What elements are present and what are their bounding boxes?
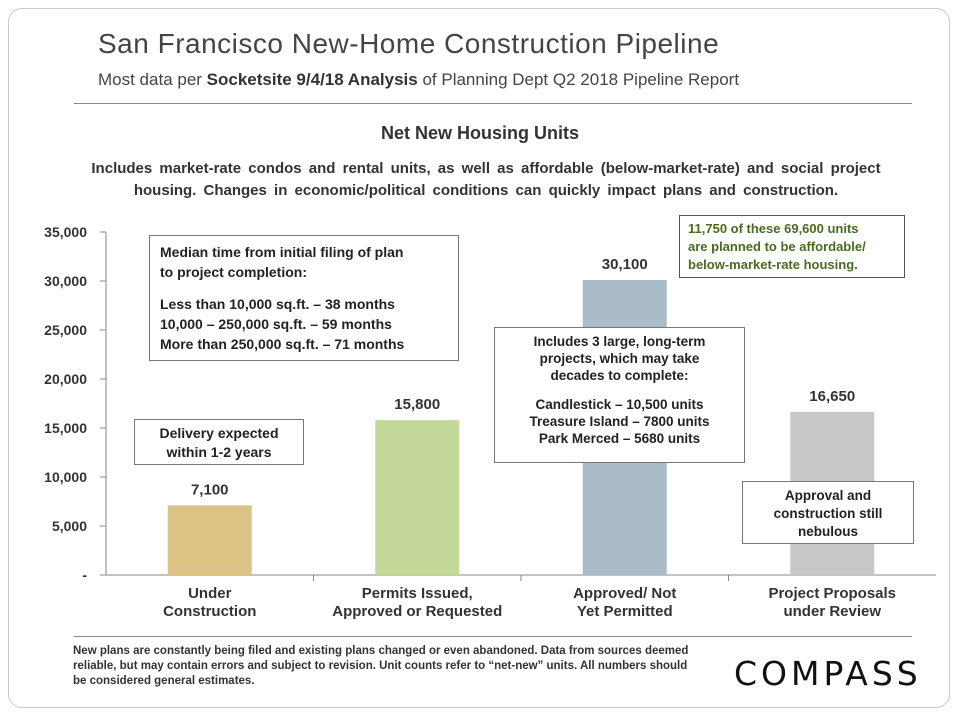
y-tick-label: 20,000 (44, 371, 87, 387)
bar-value-label: 30,100 (602, 256, 648, 273)
bar-value-label: 15,800 (394, 396, 440, 413)
page-title: San Francisco New-Home Construction Pipe… (98, 28, 720, 59)
approval-line-1: Approval and (784, 488, 872, 503)
affordable-line-3: below-market-rate housing. (688, 257, 858, 272)
delivery-line-1: Delivery expected (159, 425, 279, 441)
category-label: Approved or Requested (332, 603, 502, 620)
median-line-small: Less than 10,000 sq.ft. – 38 months (160, 296, 395, 312)
subtitle-suffix: of Planning Dept Q2 2018 Pipeline Report (417, 70, 740, 89)
affordable-callout: 11,750 of these 69,600 units are planned… (679, 215, 905, 278)
bar-value-label: 16,650 (809, 388, 855, 405)
large-project-candlestick: Candlestick – 10,500 units (535, 397, 704, 412)
median-heading-line-1: Median time from initial filing of plan (160, 244, 404, 260)
median-heading-line-2: to project completion: (160, 264, 307, 280)
header-divider (74, 103, 912, 104)
large-heading-line-3: decades to complete: (550, 368, 689, 383)
y-tick-label: 35,000 (44, 224, 87, 240)
large-project-park-merced: Park Merced – 5680 units (538, 431, 701, 446)
median-time-callout: Median time from initial filing of plan … (149, 235, 459, 361)
category-label: Yet Permitted (577, 603, 673, 620)
category-label: Project Proposals (768, 585, 896, 602)
y-tick-label: - (82, 567, 87, 583)
category-label: Under (188, 585, 232, 602)
approval-line-2: construction still (773, 506, 883, 521)
y-tick-label: 5,000 (52, 518, 87, 534)
category-label: Construction (163, 603, 256, 620)
approval-line-3: nebulous (798, 524, 858, 539)
large-heading-line-2: projects, which may take (539, 351, 700, 366)
delivery-line-2: within 1-2 years (166, 444, 272, 460)
affordable-line-1: 11,750 of these 69,600 units (688, 221, 859, 236)
y-tick-label: 10,000 (44, 469, 87, 485)
category-label: Approved/ Not (573, 585, 676, 602)
affordable-line-2: are planned to be affordable/ (688, 239, 866, 254)
median-line-medium: 10,000 – 250,000 sq.ft. – 59 months (160, 316, 392, 332)
approval-callout: Approval and construction still nebulous (742, 481, 914, 544)
bar (375, 420, 460, 575)
footer-divider (74, 636, 912, 637)
footnote: New plans are constantly being filed and… (73, 645, 689, 687)
slide-frame (8, 8, 950, 708)
large-projects-callout: Includes 3 large, long-term projects, wh… (494, 327, 745, 463)
subtitle-source: Socketsite 9/4/18 Analysis (206, 70, 418, 89)
chart-title: Net New Housing Units (380, 123, 579, 143)
large-project-treasure-island: Treasure Island – 7800 units (529, 414, 710, 429)
delivery-callout: Delivery expected within 1-2 years (134, 419, 304, 465)
y-tick-label: 25,000 (44, 322, 87, 338)
y-tick-label: 15,000 (44, 420, 87, 436)
bar (167, 505, 252, 575)
median-line-large: More than 250,000 sq.ft. – 71 months (160, 336, 405, 352)
chart-description: Includes market-rate condos and rental u… (91, 160, 881, 199)
category-label: under Review (783, 603, 881, 620)
compass-logo: COMPASS (734, 654, 922, 693)
subtitle-prefix: Most data per (98, 70, 207, 89)
page-subtitle: Most data per Socketsite 9/4/18 Analysis… (98, 70, 739, 90)
large-heading-line-1: Includes 3 large, long-term (533, 334, 706, 349)
category-label: Permits Issued, (362, 585, 473, 602)
bar-value-label: 7,100 (191, 481, 229, 498)
y-tick-label: 30,000 (44, 273, 87, 289)
